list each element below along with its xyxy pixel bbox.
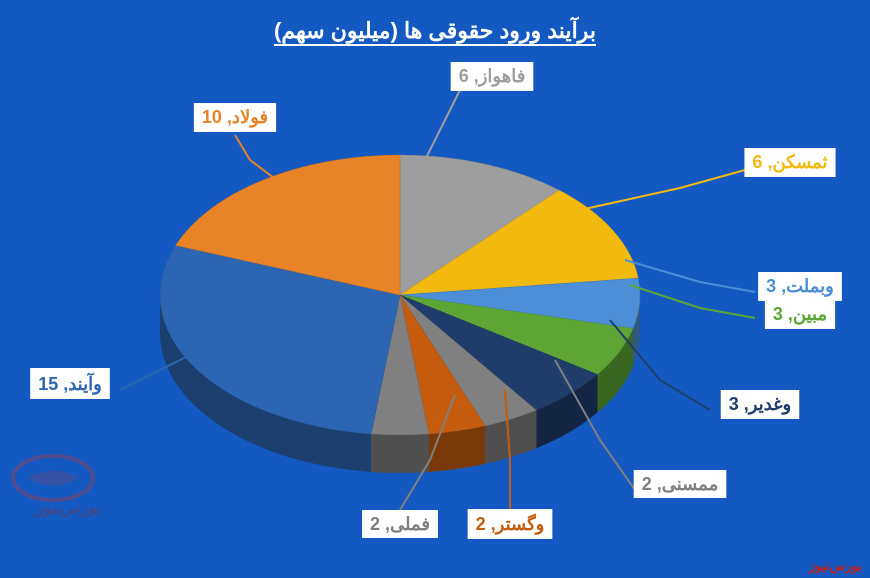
leader-line (580, 170, 745, 210)
leader-line (625, 260, 755, 292)
slice-label: وآیند, 15 (38, 372, 102, 395)
slice-label: فاهواز, 6 (459, 66, 526, 87)
watermark-logo: بورس‌نیوز (8, 453, 128, 528)
slice-label: فولاد, 10 (202, 107, 268, 128)
slice-label: ثمسکن, 6 (752, 152, 827, 173)
leader-line (630, 285, 755, 318)
slice-label: وغدیر, 3 (729, 394, 792, 415)
pie-top (160, 155, 640, 435)
slice-label: مبین, 3 (773, 304, 827, 325)
slice-label: وبملت, 3 (766, 276, 834, 297)
chart-title: برآیند ورود حقوقی ها (میلیون سهم) (0, 18, 870, 44)
leader-line (425, 90, 460, 160)
pie-side (371, 434, 429, 473)
pie-chart: فاهواز, 6 ثمسکن, 6 وبملت, 3 مبین, 3 وغدیر, 3… (0, 60, 870, 578)
slice-label: ممسنی, 2 (642, 474, 719, 494)
svg-text:بورس‌نیوز: بورس‌نیوز (33, 500, 101, 517)
brand-text: بورس‌نیوز (809, 558, 862, 574)
slice-label: وگستر, 2 (476, 513, 545, 535)
slice-label: فملی, 2 (370, 514, 430, 534)
